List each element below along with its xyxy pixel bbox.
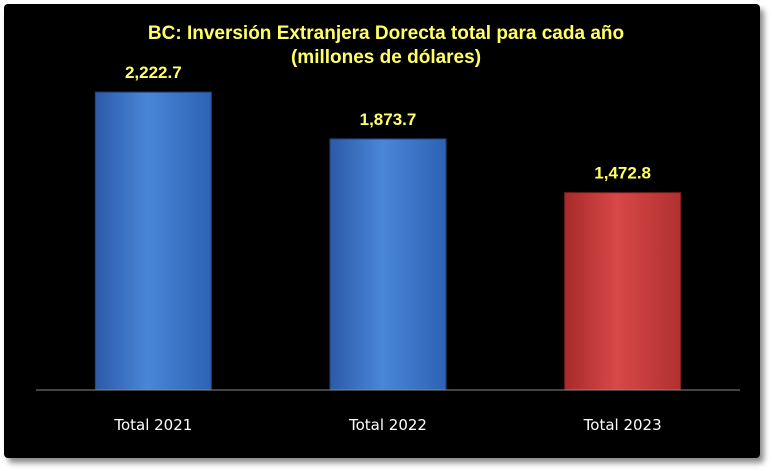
bar-1 bbox=[94, 91, 212, 391]
value-label-1: 2,222.7 bbox=[125, 63, 182, 82]
chart-title-block: BC: Inversión Extranjera Dorecta total p… bbox=[0, 22, 772, 70]
category-label-2: Total 2022 bbox=[348, 416, 427, 434]
value-labels-group: 2,222.7 1,873.7 1,472.8 bbox=[125, 63, 651, 182]
bars-group bbox=[94, 91, 682, 391]
category-labels-group: Total 2021 Total 2022 Total 2023 bbox=[113, 416, 661, 434]
category-label-3: Total 2023 bbox=[583, 416, 662, 434]
chart-title: BC: Inversión Extranjera Dorecta total p… bbox=[147, 23, 625, 44]
chart-subtitle: (millones de dólares) bbox=[290, 47, 482, 68]
value-label-3: 1,472.8 bbox=[594, 164, 651, 183]
bar-2 bbox=[329, 138, 447, 391]
category-label-1: Total 2021 bbox=[113, 416, 192, 434]
bar-3 bbox=[564, 192, 682, 391]
value-label-2: 1,873.7 bbox=[360, 110, 417, 129]
